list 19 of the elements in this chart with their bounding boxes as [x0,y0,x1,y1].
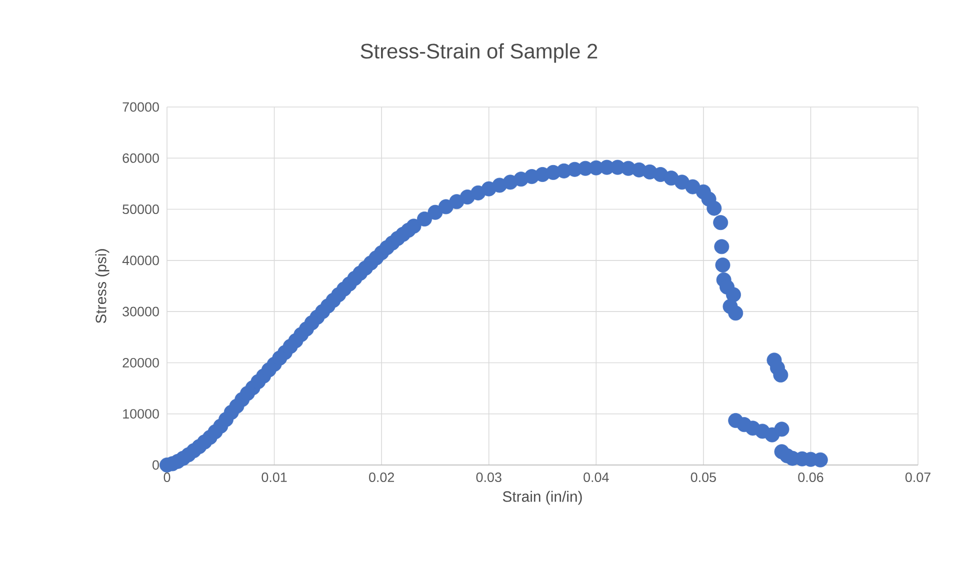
x-tick-label: 0.02 [369,472,394,482]
y-tick-label: 30000 [122,306,159,316]
chart-title: Stress-Strain of Sample 2 [360,43,598,63]
y-tick-label: 10000 [123,409,159,419]
y-tick-label: 50000 [122,204,159,214]
y-tick-label: 0 [152,460,159,470]
x-axis-title: Strain (in/in) [502,490,582,505]
y-axis-title: Stress (psi) [95,249,110,324]
x-tick-label: 0.06 [798,472,824,482]
x-tick-label: 0.05 [690,472,716,482]
y-tick-label: 40000 [122,256,159,266]
x-tick-label: 0.03 [476,472,502,482]
x-tick-label: 0.01 [262,472,287,482]
x-tick-label: 0 [164,472,170,482]
y-tick-label: 20000 [122,358,159,368]
x-tick-label: 0.07 [905,472,930,482]
y-tick-label: 70000 [122,102,159,112]
y-tick-label: 60000 [122,153,159,163]
x-tick-label: 0.04 [584,472,609,482]
